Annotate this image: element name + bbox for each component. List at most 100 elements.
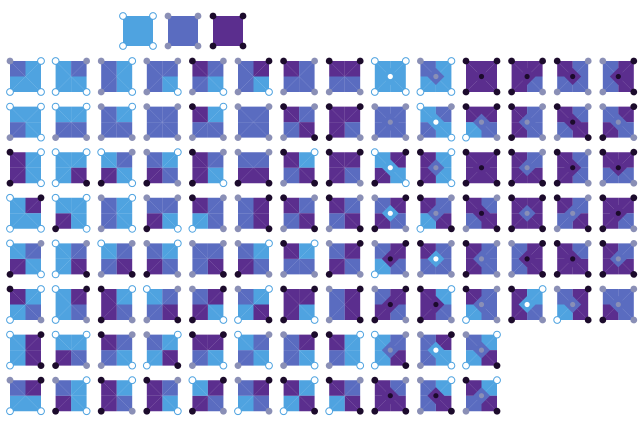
corner-dot (371, 103, 379, 110)
corner-dot (265, 134, 273, 142)
corner-dot (234, 148, 242, 156)
tile (416, 194, 455, 233)
tile-region (511, 106, 528, 123)
tile-region (572, 122, 589, 138)
corner-dot (447, 88, 456, 96)
corner-dot (189, 240, 196, 247)
tile (508, 103, 546, 142)
corner-dot (52, 134, 59, 142)
corner-dot (553, 103, 561, 110)
corner-dot (83, 134, 90, 142)
corner-dot (189, 194, 196, 202)
corner-dot (6, 102, 14, 111)
center-dot (387, 393, 393, 399)
tile-region (25, 167, 41, 184)
corner-dot (402, 240, 410, 247)
tile-region (253, 395, 269, 412)
corner-dot (311, 194, 318, 202)
tile-region (283, 304, 300, 320)
tile-region (25, 350, 41, 366)
corner-dot (584, 285, 592, 293)
corner-dot (265, 103, 273, 110)
corner-dot (280, 179, 287, 187)
corner-dot (128, 285, 137, 293)
corner-dot (265, 57, 273, 65)
tile (462, 240, 501, 278)
corner-dot (37, 57, 45, 65)
corner-dot (234, 407, 242, 416)
corner-dot (599, 240, 607, 247)
corner-dot (149, 12, 157, 20)
tile-region (299, 289, 315, 305)
corner-dot (174, 316, 182, 324)
corner-dot (584, 103, 592, 110)
center-dot (433, 393, 439, 399)
tile-region (146, 167, 163, 184)
tile (51, 193, 91, 233)
corner-dot (51, 316, 60, 324)
corner-dot (508, 103, 515, 110)
tile-region (299, 350, 315, 366)
tile (462, 57, 501, 96)
tile-region (101, 243, 117, 259)
corner-dot (584, 225, 592, 233)
corner-dot (371, 376, 379, 384)
corner-dot (539, 103, 546, 110)
corner-dot (416, 88, 425, 96)
corner-dot (462, 103, 470, 110)
tile-region (299, 152, 315, 168)
tile-region (329, 76, 345, 92)
corner-dot (599, 179, 607, 187)
corner-dot (508, 148, 515, 156)
corner-dot (371, 407, 379, 415)
tile-region (55, 106, 72, 123)
corner-dot (128, 102, 137, 111)
corner-dot (143, 240, 151, 247)
corner-dot (630, 179, 638, 187)
corner-dot (265, 148, 273, 156)
corner-dot (128, 240, 136, 247)
corner-dot (220, 271, 227, 278)
tile (462, 330, 501, 370)
corner-dot (310, 361, 319, 370)
corner-dot (97, 331, 105, 338)
corner-dot (630, 285, 638, 293)
corner-dot (599, 316, 607, 324)
tile-region (344, 76, 361, 92)
corner-dot (143, 271, 151, 278)
tile-region (344, 243, 361, 259)
tile-region (390, 122, 406, 138)
tile (97, 285, 137, 324)
corner-dot (493, 225, 501, 233)
tile-region (329, 167, 345, 184)
tile-region (101, 289, 117, 305)
corner-dot (325, 376, 333, 384)
tile-region (207, 304, 224, 320)
tile-region (283, 122, 300, 138)
tile-region (207, 243, 224, 259)
corner-dot (371, 225, 379, 233)
corner-dot (462, 271, 470, 278)
tile-region (162, 106, 178, 123)
tile-region (207, 380, 224, 396)
tile-region (207, 395, 224, 412)
corner-dot (6, 376, 14, 384)
corner-dot (265, 316, 273, 324)
corner-dot (370, 361, 379, 370)
tile-region (283, 213, 300, 229)
corner-dot (311, 134, 318, 142)
corner-dot (97, 179, 105, 187)
center-dot (615, 73, 621, 80)
corner-dot (356, 103, 364, 110)
corner-dot (6, 361, 14, 370)
tile-region (299, 106, 315, 123)
corner-dot (401, 179, 410, 188)
corner-dot (173, 330, 182, 339)
corner-dot (97, 316, 105, 324)
tile-region (192, 197, 208, 214)
tile (417, 376, 456, 415)
corner-dot (173, 88, 182, 96)
tile (599, 285, 638, 324)
tile (462, 103, 501, 142)
tile (280, 194, 318, 233)
